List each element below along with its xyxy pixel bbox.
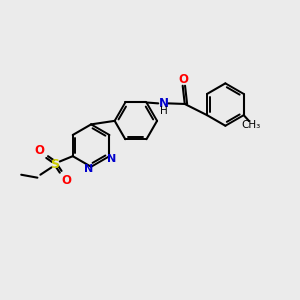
- Text: H: H: [160, 106, 167, 116]
- Text: N: N: [84, 164, 93, 174]
- Text: O: O: [179, 73, 189, 86]
- Text: O: O: [61, 174, 71, 187]
- Text: N: N: [107, 154, 116, 164]
- Text: S: S: [50, 158, 59, 171]
- Text: N: N: [158, 97, 169, 110]
- Text: CH₃: CH₃: [242, 121, 261, 130]
- Text: O: O: [34, 144, 44, 157]
